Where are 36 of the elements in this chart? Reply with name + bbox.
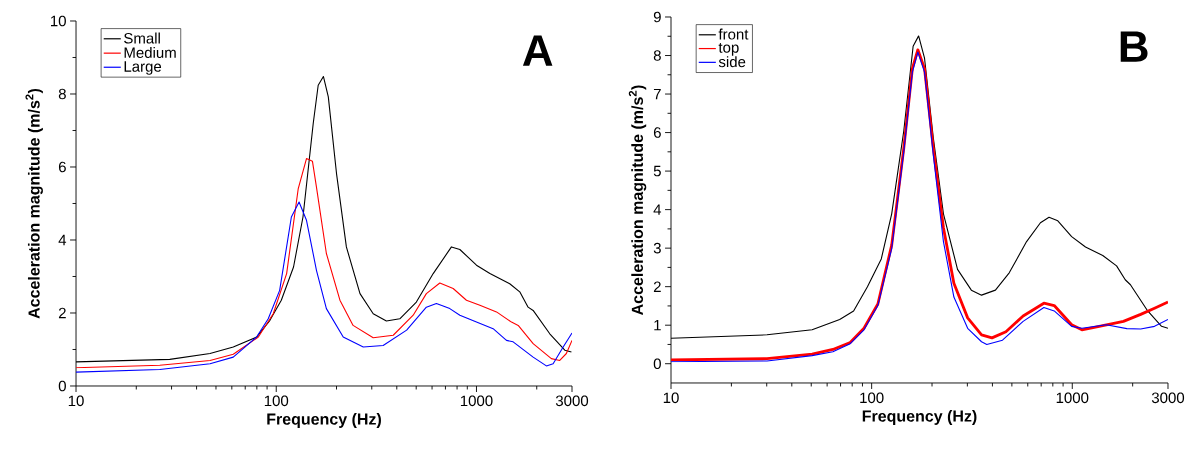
annotation: A (522, 35, 553, 66)
y-tick-label: 0 (653, 358, 661, 370)
y-tick-label: 8 (653, 50, 661, 61)
legend-label: side (718, 56, 746, 68)
y-tick-label: 1 (654, 320, 661, 331)
y-tick-label: 2 (653, 281, 661, 292)
x-tick-label: 1000 (460, 395, 493, 407)
y-tick-label: 4 (58, 234, 67, 246)
y-tick-label: 0 (58, 380, 66, 392)
legend-label: Large (124, 61, 162, 75)
y-tick-label: 2 (58, 307, 66, 319)
annotation: B (1120, 31, 1148, 62)
legend-label: front (718, 28, 749, 40)
legend-label: top (718, 42, 739, 56)
y-tick-label: 6 (58, 161, 66, 173)
legend-label: Medium (124, 46, 176, 58)
y-axis-title: Acceleration magnitude (m/s$^{2}$) (628, 85, 647, 315)
x-tick-label: 100 (264, 395, 289, 407)
x-tick-label: 1000 (1056, 392, 1089, 404)
y-tick-label: 3 (653, 242, 661, 254)
x-tick-label: 100 (860, 392, 884, 404)
y-tick-label: 9 (653, 11, 661, 23)
y-tick-label: 4 (653, 204, 662, 215)
y-tick-label: 10 (51, 15, 66, 27)
y-tick-label: 8 (58, 88, 66, 100)
x-axis-title: Frequency (Hz) (862, 410, 977, 425)
y-tick-label: 5 (653, 165, 661, 177)
y-axis-title: Acceleration magnitude (m/s$^{2}$) (25, 88, 43, 319)
x-tick-label: 3000 (1151, 392, 1185, 404)
x-axis-title: Frequency (Hz) (267, 413, 381, 428)
y-tick-label: 7 (653, 88, 661, 100)
y-tick-label: 6 (653, 127, 661, 138)
x-tick-label: 10 (663, 392, 679, 404)
legend-label: Small (124, 32, 160, 44)
x-tick-label: 10 (68, 395, 84, 407)
x-tick-label: 3000 (555, 395, 589, 407)
